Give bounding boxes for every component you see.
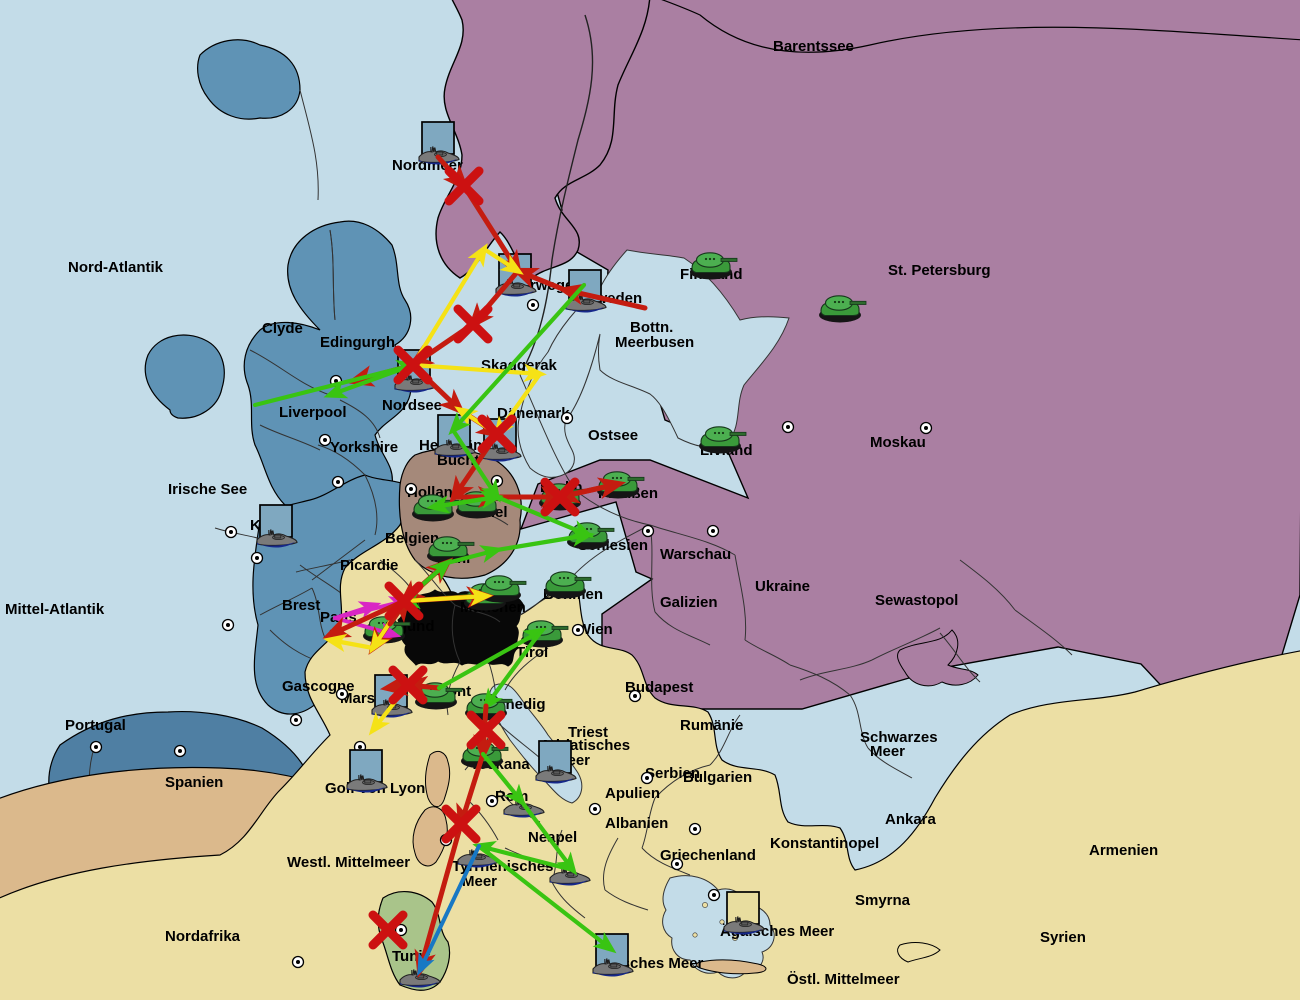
svg-text:Konstantinopel: Konstantinopel bbox=[770, 835, 879, 852]
svg-text:Warschau: Warschau bbox=[660, 546, 731, 563]
svg-text:Galizien: Galizien bbox=[660, 594, 718, 611]
svg-text:Yorkshire: Yorkshire bbox=[330, 439, 398, 456]
svg-text:Meer: Meer bbox=[870, 743, 905, 760]
svg-text:Ukraine: Ukraine bbox=[755, 578, 810, 595]
svg-text:Edingurgh: Edingurgh bbox=[320, 334, 395, 351]
svg-text:Östl. Mittelmeer: Östl. Mittelmeer bbox=[787, 971, 900, 988]
svg-text:Ankara: Ankara bbox=[885, 811, 937, 828]
svg-text:St. Petersburg: St. Petersburg bbox=[888, 262, 991, 279]
svg-text:Liverpool: Liverpool bbox=[279, 404, 347, 421]
svg-text:Mittel-Atlantik: Mittel-Atlantik bbox=[5, 601, 105, 618]
svg-text:Irische See: Irische See bbox=[168, 481, 247, 498]
svg-text:Moskau: Moskau bbox=[870, 434, 926, 451]
svg-text:Belgien: Belgien bbox=[385, 530, 439, 547]
svg-text:Nordsee: Nordsee bbox=[382, 397, 442, 414]
svg-text:Sewastopol: Sewastopol bbox=[875, 592, 958, 609]
svg-text:Albanien: Albanien bbox=[605, 815, 668, 832]
svg-text:Ostsee: Ostsee bbox=[588, 427, 638, 444]
svg-text:Nordafrika: Nordafrika bbox=[165, 928, 241, 945]
svg-text:Smyrna: Smyrna bbox=[855, 892, 911, 909]
svg-text:Meer: Meer bbox=[462, 873, 497, 890]
svg-text:Brest: Brest bbox=[282, 597, 320, 614]
svg-text:Westl. Mittelmeer: Westl. Mittelmeer bbox=[287, 854, 410, 871]
svg-text:Rumänie: Rumänie bbox=[680, 717, 743, 734]
svg-text:Portugal: Portugal bbox=[65, 717, 126, 734]
svg-text:Clyde: Clyde bbox=[262, 320, 303, 337]
svg-text:Syrien: Syrien bbox=[1040, 929, 1086, 946]
svg-text:Bulgarien: Bulgarien bbox=[683, 769, 752, 786]
svg-text:Barentssee: Barentssee bbox=[773, 38, 854, 55]
svg-text:Apulien: Apulien bbox=[605, 785, 660, 802]
svg-text:Nord-Atlantik: Nord-Atlantik bbox=[68, 259, 164, 276]
svg-text:Meerbusen: Meerbusen bbox=[615, 334, 694, 351]
svg-text:Armenien: Armenien bbox=[1089, 842, 1158, 859]
svg-text:Spanien: Spanien bbox=[165, 774, 223, 791]
svg-text:Picardie: Picardie bbox=[340, 557, 398, 574]
